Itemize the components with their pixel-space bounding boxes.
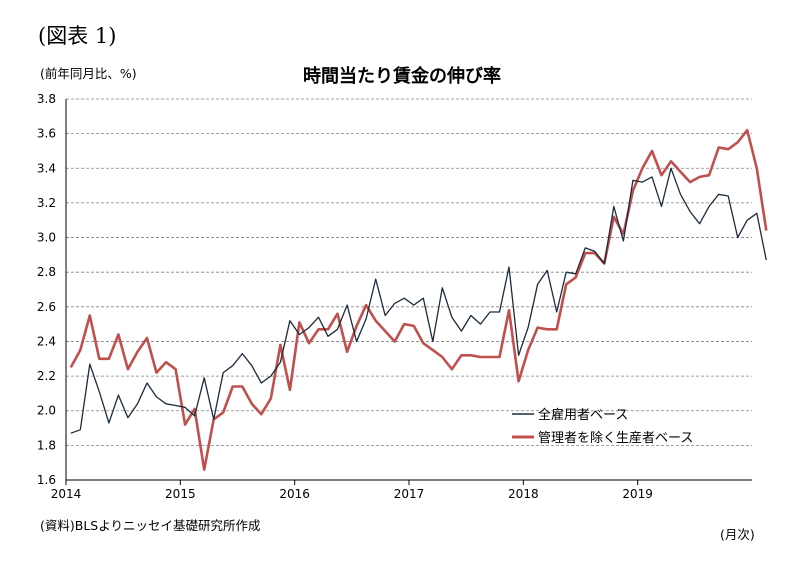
y-tick-label: 3.0 (37, 231, 56, 245)
y-tick-label: 3.4 (37, 161, 56, 175)
chart-title: 時間当たり賃金の伸び率 (303, 66, 501, 87)
series-lines (69, 128, 768, 471)
y-tick-label: 3.2 (37, 196, 56, 210)
figure-label: (図表 1) (38, 24, 117, 48)
source-note: (資料)BLSよりニッセイ基礎研究所作成 (40, 518, 261, 533)
x-tick-label: 2018 (508, 487, 539, 501)
legend-label-series-1: 全雇用者ベース (538, 407, 628, 423)
x-tick-label: 2017 (394, 487, 425, 501)
series-line-2 (69, 128, 768, 471)
y-tick-label: 3.6 (37, 127, 56, 141)
x-tick-label: 2014 (51, 487, 82, 501)
y-tick-label: 1.8 (37, 438, 56, 452)
x-tick-label: 2016 (279, 487, 310, 501)
y-tick-label: 2.6 (37, 300, 56, 314)
legend: 全雇用者ベース 管理者を除く生産者ベース (512, 407, 693, 446)
series-line-1 (70, 167, 767, 434)
y-unit-label: (前年同月比、%) (40, 66, 137, 81)
y-tick-label: 1.6 (37, 473, 56, 487)
x-tick-label: 2019 (622, 487, 653, 501)
y-tick-label: 2.0 (37, 404, 56, 418)
axes (65, 99, 752, 485)
x-tick-labels: 2014 2015 2016 2017 2018 2019 (51, 487, 653, 501)
y-tick-label: 3.8 (37, 92, 56, 106)
gridlines (66, 98, 752, 446)
y-tick-label: 2.4 (37, 334, 56, 348)
legend-label-series-2: 管理者を除く生産者ベース (538, 430, 693, 446)
y-tick-label: 2.2 (37, 369, 56, 383)
x-unit-label: (月次) (720, 527, 755, 542)
x-tick-label: 2015 (165, 487, 196, 501)
y-tick-label: 2.8 (37, 265, 56, 279)
y-tick-labels: 1.6 1.8 2.0 2.2 2.4 2.6 2.8 3.0 3.2 3.4 3.6 3.8 (37, 92, 56, 487)
